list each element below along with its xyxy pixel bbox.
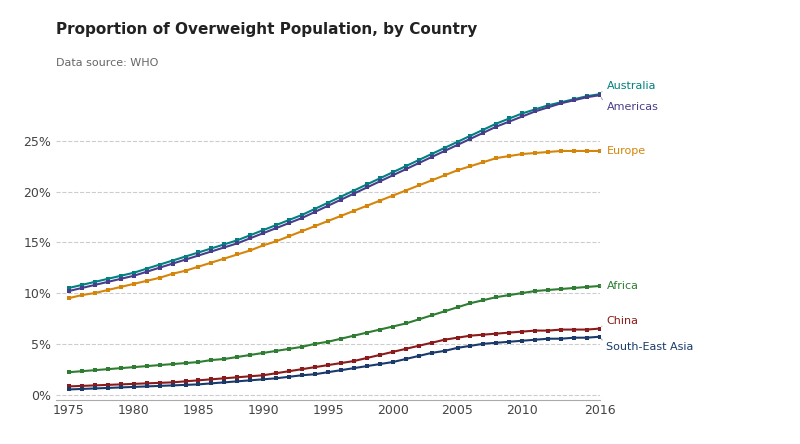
Text: Europe: Europe <box>600 146 646 156</box>
Text: Americas: Americas <box>602 98 658 112</box>
Text: South-East Asia: South-East Asia <box>602 339 694 352</box>
Text: Africa: Africa <box>600 281 638 291</box>
Text: Proportion of Overweight Population, by Country: Proportion of Overweight Population, by … <box>56 22 478 37</box>
Text: China: China <box>602 316 638 326</box>
Text: Australia: Australia <box>602 81 656 92</box>
Text: Data source: WHO: Data source: WHO <box>56 58 158 68</box>
